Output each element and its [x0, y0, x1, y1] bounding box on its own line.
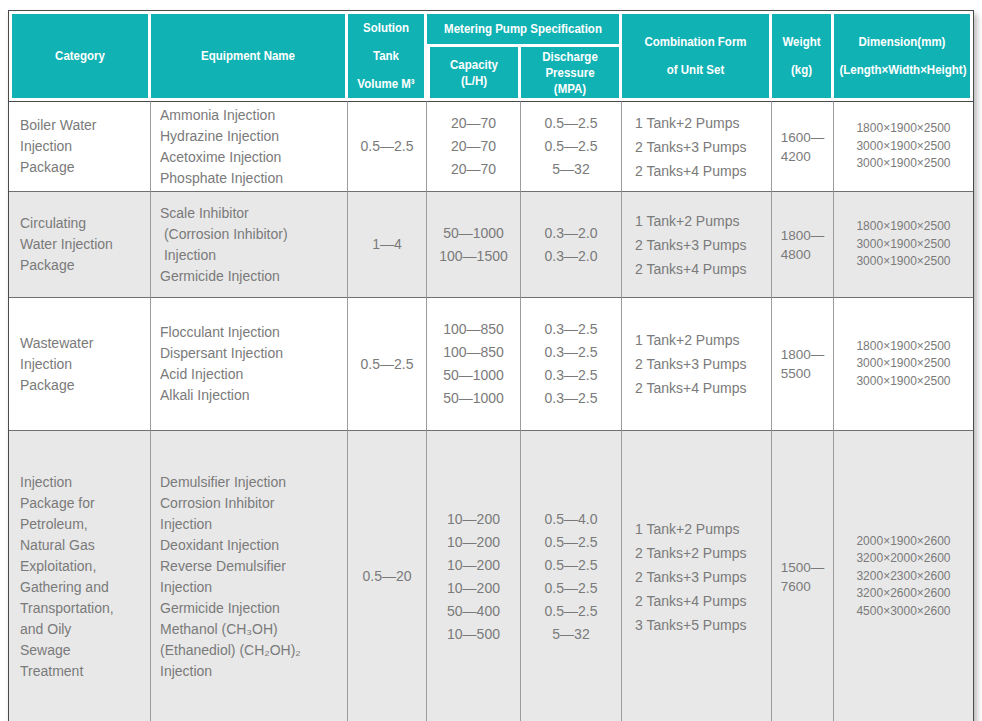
cell-discharge-pressure: 0.5—4.0 0.5—2.5 0.5—2.5 0.5—2.5 0.5—2.5 … — [521, 430, 622, 721]
cell-equipment-name: Flocculant Injection Dispersant Injectio… — [151, 297, 348, 430]
cell-weight: 1800— 5500 — [772, 297, 834, 430]
cell-dimension: 1800×1900×2500 3000×1900×2500 3000×1900×… — [834, 297, 973, 430]
header-equipment-name: Equipment Name — [151, 11, 348, 101]
header-solution-tank-volume: Solution Tank Volume M³ — [348, 11, 427, 101]
header-weight: Weight (kg) — [772, 11, 834, 101]
header-discharge-pressure: Discharge Pressure (MPA) — [521, 47, 622, 101]
header-dimension: Dimension(mm) (Length×Width×Height) — [834, 11, 973, 101]
cell-category: Injection Package for Petroleum, Natural… — [9, 430, 151, 721]
header-metering-pump-specification: Metering Pump Specification — [427, 11, 622, 47]
cell-capacity: 20—70 20—70 20—70 — [427, 101, 521, 191]
cell-category: Circulating Water Injection Package — [9, 191, 151, 297]
cell-combination: 1 Tank+2 Pumps 2 Tanks+3 Pumps 2 Tanks+4… — [622, 297, 772, 430]
table-row-petroleum-injection: Injection Package for Petroleum, Natural… — [9, 430, 973, 721]
cell-combination: 1 Tank+2 Pumps 2 Tanks+3 Pumps 2 Tanks+4… — [622, 191, 772, 297]
header-combination-form: Combination Form of Unit Set — [622, 11, 772, 101]
cell-dimension: 1800×1900×2500 3000×1900×2500 3000×1900×… — [834, 101, 973, 191]
cell-category: Boiler Water Injection Package — [9, 101, 151, 191]
cell-tank-volume: 0.5—20 — [348, 430, 427, 721]
cell-combination: 1 Tank+2 Pumps 2 Tanks+3 Pumps 2 Tanks+4… — [622, 101, 772, 191]
cell-discharge-pressure: 0.3—2.0 0.3—2.0 — [521, 191, 622, 297]
specification-table: Category Equipment Name Solution Tank Vo… — [8, 10, 974, 721]
page: Category Equipment Name Solution Tank Vo… — [0, 0, 982, 721]
header-capacity: Capacity (L/H) — [427, 47, 521, 101]
cell-tank-volume: 1—4 — [348, 191, 427, 297]
cell-equipment-name: Ammonia Injection Hydrazine Injection Ac… — [151, 101, 348, 191]
cell-equipment-name: Demulsifier Injection Corrosion Inhibito… — [151, 430, 348, 721]
cell-dimension: 2000×1900×2600 3200×2000×2600 3200×2300×… — [834, 430, 973, 721]
cell-tank-volume: 0.5—2.5 — [348, 297, 427, 430]
table-row-boiler-water: Boiler Water Injection Package Ammonia I… — [9, 101, 973, 191]
cell-capacity: 50—1000 100—1500 — [427, 191, 521, 297]
cell-tank-volume: 0.5—2.5 — [348, 101, 427, 191]
cell-weight: 1500— 7600 — [772, 430, 834, 721]
injection-package-spec-table: Category Equipment Name Solution Tank Vo… — [9, 11, 973, 721]
cell-dimension: 1800×1900×2500 3000×1900×2500 3000×1900×… — [834, 191, 973, 297]
cell-discharge-pressure: 0.5—2.5 0.5—2.5 5—32 — [521, 101, 622, 191]
cell-discharge-pressure: 0.3—2.5 0.3—2.5 0.3—2.5 0.3—2.5 — [521, 297, 622, 430]
header-category: Category — [9, 11, 151, 101]
cell-weight: 1600— 4200 — [772, 101, 834, 191]
cell-equipment-name: Scale Inhibitor (Corrosion Inhibitor) In… — [151, 191, 348, 297]
table-row-circulating-water: Circulating Water Injection Package Scal… — [9, 191, 973, 297]
cell-weight: 1800— 4800 — [772, 191, 834, 297]
cell-category: Wastewater Injection Package — [9, 297, 151, 430]
cell-capacity: 100—850 100—850 50—1000 50—1000 — [427, 297, 521, 430]
table-row-wastewater: Wastewater Injection Package Flocculant … — [9, 297, 973, 430]
cell-combination: 1 Tank+2 Pumps 2 Tanks+2 Pumps 2 Tanks+3… — [622, 430, 772, 721]
cell-capacity: 10—200 10—200 10—200 10—200 50—400 10—50… — [427, 430, 521, 721]
